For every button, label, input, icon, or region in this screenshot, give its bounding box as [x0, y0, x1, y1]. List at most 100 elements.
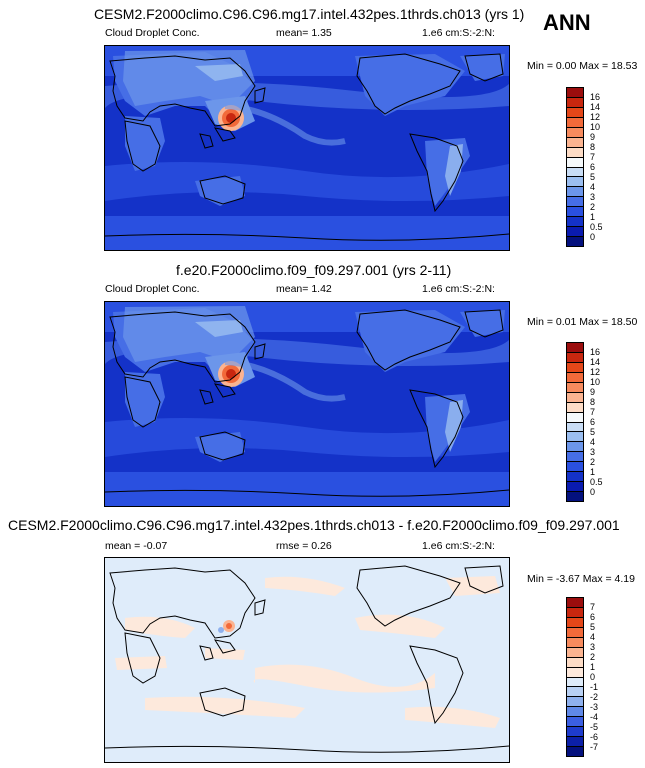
colorbar-swatch — [567, 197, 583, 208]
panel-3-mean: mean = -0.07 — [105, 540, 168, 552]
colorbar-swatch — [567, 372, 583, 383]
colorbar-swatch — [567, 697, 583, 708]
colorbar-swatch — [567, 617, 583, 628]
colorbar-tick-label: 14 — [590, 101, 601, 112]
colorbar-tick-label: 16 — [590, 346, 601, 357]
colorbar-swatch — [567, 117, 583, 128]
colorbar-swatch — [567, 422, 583, 433]
panel-1-colorbar-ticks: 16 14 12 10 9 8 7 6 5 4 3 2 1 0.5 0 — [590, 87, 630, 247]
season-label: ANN — [543, 10, 591, 35]
colorbar-tick-label: -5 — [590, 721, 599, 732]
colorbar-tick-label: -4 — [590, 711, 599, 722]
colorbar-swatch — [567, 727, 583, 738]
colorbar-tick-label: 10 — [590, 121, 601, 132]
colorbar-tick-label: 4 — [590, 631, 596, 642]
colorbar-swatch — [567, 352, 583, 363]
colorbar-swatch — [567, 147, 583, 158]
panel-1-minmax: Min = 0.00 Max = 18.53 — [527, 60, 638, 72]
colorbar-tick-label: 5 — [590, 171, 596, 182]
panel-2-colorbar — [566, 342, 584, 502]
panel-2-minmax: Min = 0.01 Max = 18.50 — [527, 316, 638, 328]
colorbar-swatch — [567, 412, 583, 423]
colorbar-swatch — [567, 127, 583, 138]
colorbar-tick-label: 3 — [590, 446, 596, 457]
colorbar-tick-label: 8 — [590, 141, 596, 152]
colorbar-tick-label: -2 — [590, 691, 599, 702]
colorbar-tick-label: 8 — [590, 396, 596, 407]
colorbar-tick-label: 2 — [590, 201, 596, 212]
colorbar-tick-label: -7 — [590, 741, 599, 752]
panel-2-mean: mean= 1.42 — [276, 283, 332, 295]
colorbar-tick-label: 6 — [590, 611, 596, 622]
colorbar-tick-label: 0 — [590, 486, 596, 497]
colorbar-swatch — [567, 462, 583, 473]
colorbar-tick-label: 0.5 — [590, 476, 603, 487]
colorbar-tick-label: -1 — [590, 681, 599, 692]
colorbar-swatch — [567, 717, 583, 728]
colorbar-swatch — [567, 452, 583, 463]
colorbar-tick-label: 1 — [590, 466, 596, 477]
colorbar-tick-label: 2 — [590, 651, 596, 662]
colorbar-swatch — [567, 362, 583, 373]
panel-2-map — [104, 301, 510, 507]
panel-1-units: 1.e6 cm:S:-2:N: — [422, 27, 495, 39]
colorbar-swatch — [567, 207, 583, 218]
colorbar-swatch — [567, 187, 583, 198]
colorbar-tick-label: -3 — [590, 701, 599, 712]
colorbar-swatch — [567, 737, 583, 748]
panel-1-colorbar — [566, 87, 584, 247]
colorbar-tick-label: 12 — [590, 111, 601, 122]
colorbar-tick-label: 4 — [590, 436, 596, 447]
panel-2-units: 1.e6 cm:S:-2:N: — [422, 283, 495, 295]
colorbar-swatch — [567, 107, 583, 118]
colorbar-swatch — [567, 217, 583, 228]
colorbar-tick-label: 0 — [590, 671, 596, 682]
colorbar-swatch — [567, 492, 583, 501]
colorbar-tick-label: 6 — [590, 161, 596, 172]
colorbar-swatch — [567, 343, 583, 353]
colorbar-tick-label: 5 — [590, 426, 596, 437]
colorbar-swatch — [567, 157, 583, 168]
colorbar-tick-label: -6 — [590, 731, 599, 742]
colorbar-swatch — [567, 598, 583, 608]
colorbar-swatch — [567, 402, 583, 413]
colorbar-swatch — [567, 442, 583, 453]
colorbar-swatch — [567, 392, 583, 403]
panel-2-variable: Cloud Droplet Conc. — [105, 283, 200, 295]
panel-3-colorbar-ticks: 7 6 5 4 3 2 1 0 -1 -2 -3 -4 -5 -6 -7 — [590, 597, 630, 757]
colorbar-tick-label: 7 — [590, 151, 596, 162]
colorbar-tick-label: 1 — [590, 211, 596, 222]
panel-1-map — [104, 45, 510, 251]
colorbar-tick-label: 3 — [590, 191, 596, 202]
colorbar-swatch — [567, 227, 583, 238]
colorbar-tick-label: 12 — [590, 366, 601, 377]
colorbar-swatch — [567, 687, 583, 698]
colorbar-swatch — [567, 627, 583, 638]
colorbar-swatch — [567, 167, 583, 178]
colorbar-tick-label: 14 — [590, 356, 601, 367]
panel-1-variable: Cloud Droplet Conc. — [105, 27, 200, 39]
colorbar-swatch — [567, 482, 583, 493]
colorbar-swatch — [567, 607, 583, 618]
colorbar-swatch — [567, 657, 583, 668]
colorbar-tick-label: 1 — [590, 661, 596, 672]
colorbar-swatch — [567, 667, 583, 678]
colorbar-tick-label: 0 — [590, 231, 596, 242]
colorbar-tick-label: 3 — [590, 641, 596, 652]
colorbar-swatch — [567, 237, 583, 246]
panel-3-colorbar — [566, 597, 584, 757]
colorbar-tick-label: 4 — [590, 181, 596, 192]
colorbar-swatch — [567, 137, 583, 148]
colorbar-swatch — [567, 88, 583, 98]
colorbar-swatch — [567, 432, 583, 443]
panel-2-colorbar-ticks: 16 14 12 10 9 8 7 6 5 4 3 2 1 0.5 0 — [590, 342, 630, 502]
colorbar-swatch — [567, 472, 583, 483]
colorbar-tick-label: 9 — [590, 131, 596, 142]
colorbar-swatch — [567, 382, 583, 393]
colorbar-tick-label: 7 — [590, 406, 596, 417]
colorbar-swatch — [567, 707, 583, 718]
panel-3-rmse: rmse = 0.26 — [276, 540, 332, 552]
colorbar-swatch — [567, 747, 583, 756]
panel-3-title: CESM2.F2000climo.C96.C96.mg17.intel.432p… — [8, 517, 620, 533]
colorbar-swatch — [567, 647, 583, 658]
